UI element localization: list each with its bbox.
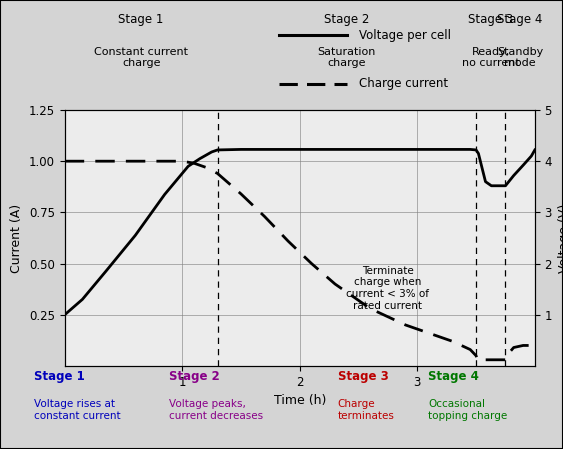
Text: Voltage peaks,
current decreases: Voltage peaks, current decreases <box>169 399 263 421</box>
Text: Stage 4: Stage 4 <box>428 370 479 383</box>
Text: Occasional
topping charge: Occasional topping charge <box>428 399 507 421</box>
Text: Constant current
charge: Constant current charge <box>94 47 188 68</box>
Text: Stage 3: Stage 3 <box>338 370 388 383</box>
Text: Stage 4: Stage 4 <box>498 13 543 26</box>
Y-axis label: Voltage (V): Voltage (V) <box>557 203 563 273</box>
Text: Voltage rises at
constant current: Voltage rises at constant current <box>34 399 120 421</box>
Text: Ready;
no current: Ready; no current <box>462 47 520 68</box>
Text: Standby
mode: Standby mode <box>497 47 543 68</box>
Text: Voltage per cell: Voltage per cell <box>359 29 450 42</box>
Y-axis label: Current (A): Current (A) <box>10 203 23 273</box>
Text: Stage 1: Stage 1 <box>118 13 164 26</box>
Text: Saturation
charge: Saturation charge <box>318 47 376 68</box>
Text: Terminate
charge when
current < 3% of
rated current: Terminate charge when current < 3% of ra… <box>346 266 430 311</box>
Text: Stage 2: Stage 2 <box>324 13 369 26</box>
Text: Stage 2: Stage 2 <box>169 370 220 383</box>
Text: Charge current: Charge current <box>359 77 448 90</box>
Text: Charge
terminates: Charge terminates <box>338 399 395 421</box>
Text: Stage 3: Stage 3 <box>468 13 513 26</box>
X-axis label: Time (h): Time (h) <box>274 394 326 407</box>
Text: Stage 1: Stage 1 <box>34 370 84 383</box>
